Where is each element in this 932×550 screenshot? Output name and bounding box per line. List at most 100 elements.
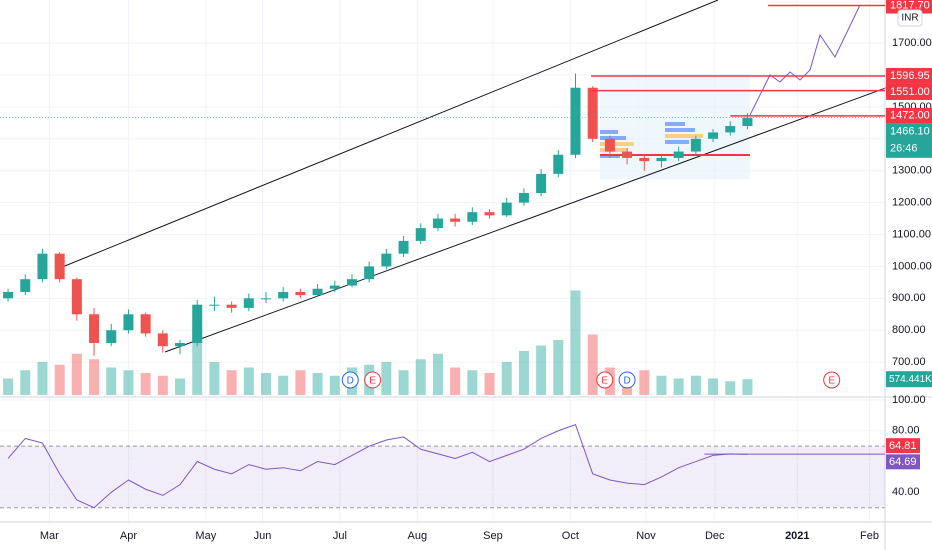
x-tick-label: Aug xyxy=(408,530,428,542)
event-marker xyxy=(596,371,614,389)
x-tick-label: Feb xyxy=(860,530,879,542)
profile-bar xyxy=(665,122,685,126)
volume-bar xyxy=(260,373,271,395)
candle-body xyxy=(3,291,14,299)
volume-bar xyxy=(278,375,289,395)
y-tick-label: 1100.00 xyxy=(892,228,931,240)
candle-body xyxy=(484,212,495,216)
price-label: 1596.95 xyxy=(890,70,930,82)
event-label: D xyxy=(623,376,630,387)
volume-profile xyxy=(600,74,750,179)
event-label: E xyxy=(601,376,608,387)
price-label: 1466.10 xyxy=(890,126,930,138)
volume-bar xyxy=(175,378,186,395)
candle-body xyxy=(157,333,168,347)
candle-body xyxy=(54,253,65,280)
volume-bar xyxy=(415,359,426,395)
price-countdown: 26:46 xyxy=(890,143,918,155)
volume-bar xyxy=(157,375,168,395)
y-tick-label: 1300.00 xyxy=(892,165,932,177)
candle-body xyxy=(398,240,409,254)
y-tick-label: 700.00 xyxy=(892,356,926,368)
volume-label-box xyxy=(886,371,932,388)
price-label: 1472.00 xyxy=(890,110,930,122)
y-tick-label: 1000.00 xyxy=(892,260,932,272)
channel-upper xyxy=(54,0,719,271)
candle-body xyxy=(123,314,134,331)
candle-body xyxy=(260,298,271,300)
volume-bar xyxy=(3,378,14,395)
event-marker xyxy=(618,371,636,389)
candle-body xyxy=(175,342,186,347)
volume-bar xyxy=(570,290,581,395)
candle-body xyxy=(329,285,340,289)
price-label: 1817.70 xyxy=(890,0,930,11)
profile-area xyxy=(600,74,750,179)
volume-bar xyxy=(54,364,65,395)
volume-bar xyxy=(501,362,512,395)
rsi-line xyxy=(7,423,748,509)
y-tick-label: 900.00 xyxy=(892,292,926,304)
volume-bar xyxy=(20,370,31,395)
x-tick-label: Jun xyxy=(254,530,272,542)
projection-path xyxy=(749,4,861,116)
candle-body xyxy=(553,154,564,174)
volume-bar xyxy=(467,370,478,395)
x-tick-label: May xyxy=(195,530,216,542)
rsi-tick-label: 80.00 xyxy=(892,425,920,437)
x-tick-label: Sep xyxy=(483,530,503,542)
candle-body xyxy=(673,151,684,158)
profile-bar xyxy=(665,134,703,138)
candle-body xyxy=(209,304,220,306)
volume-bar xyxy=(742,379,753,395)
candle-body xyxy=(467,212,478,222)
currency-box xyxy=(897,9,923,27)
volume-bar xyxy=(536,345,547,395)
volume-bar xyxy=(484,373,495,395)
x-tick-label: Jul xyxy=(333,530,347,542)
candle-body xyxy=(742,117,753,127)
price-label-box xyxy=(886,107,932,124)
candle-body xyxy=(346,279,357,286)
volume-bar xyxy=(398,370,409,395)
candle-body xyxy=(570,87,581,155)
candle-body xyxy=(381,253,392,267)
event-marker xyxy=(364,371,382,389)
candle-body xyxy=(415,228,426,241)
candle-body xyxy=(536,173,547,194)
volume-bar xyxy=(192,326,203,395)
candle-body xyxy=(450,218,461,222)
x-tick-label: Dec xyxy=(705,530,725,542)
candle-body xyxy=(656,157,667,162)
candle-body xyxy=(89,314,100,343)
volume-bar xyxy=(209,362,220,395)
profile-bar xyxy=(665,128,695,132)
volume-bar xyxy=(725,381,736,395)
rsi-signal-label: 64.81 xyxy=(889,440,917,452)
candle-body xyxy=(518,193,529,203)
volume-bar xyxy=(106,367,117,395)
candle-body xyxy=(192,304,203,343)
volume-bar xyxy=(329,375,340,395)
price-label-box xyxy=(886,83,932,100)
volume-bar xyxy=(140,373,151,395)
rsi-value-label: 64.69 xyxy=(889,456,917,468)
currency-label: INR xyxy=(901,13,918,24)
candle-body xyxy=(312,288,323,296)
candle-body xyxy=(278,291,289,299)
x-tick-label: Apr xyxy=(120,530,137,542)
volume-bar xyxy=(656,375,667,395)
profile-bar xyxy=(600,130,618,134)
volume-bar xyxy=(708,378,719,395)
candle-body xyxy=(639,157,650,162)
volume-bar xyxy=(37,362,48,395)
volume-bar xyxy=(123,370,134,395)
volume-bar xyxy=(673,378,684,395)
price-label: 1551.00 xyxy=(890,86,930,98)
event-label: E xyxy=(828,376,835,387)
candle-body xyxy=(432,218,443,229)
volume-bar xyxy=(518,351,529,395)
volume-bar xyxy=(450,367,461,395)
candle-body xyxy=(364,266,375,280)
